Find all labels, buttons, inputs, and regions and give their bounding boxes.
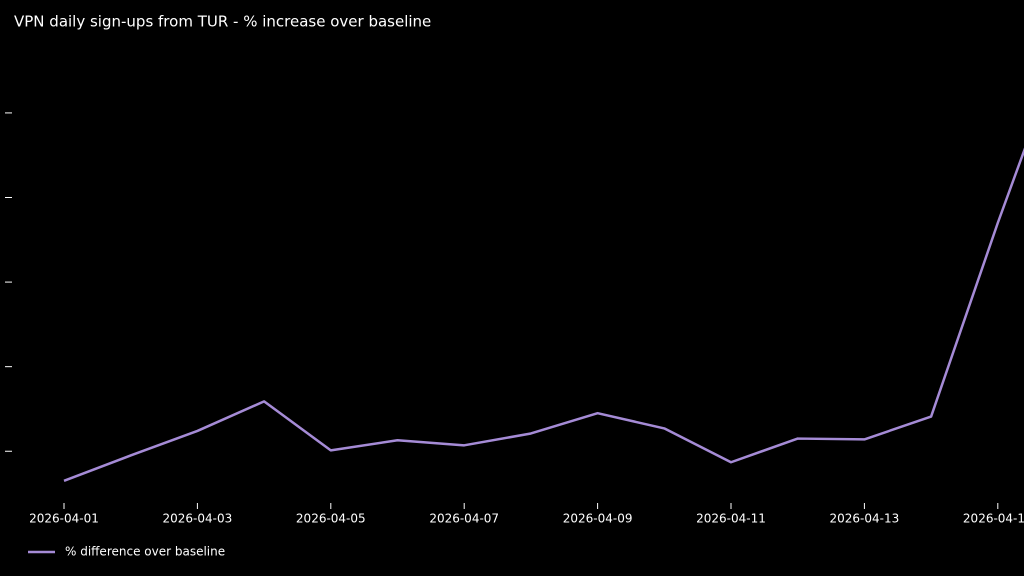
- chart-title: VPN daily sign-ups from TUR - % increase…: [14, 13, 431, 31]
- x-tick-label: 2026-04-11: [696, 512, 766, 526]
- x-tick-label: 2026-04-15: [963, 512, 1024, 526]
- x-tick-label: 2026-04-05: [296, 512, 366, 526]
- x-tick-label: 2026-04-01: [29, 512, 99, 526]
- x-tick-label: 2026-04-03: [163, 512, 233, 526]
- x-tick-label: 2026-04-07: [429, 512, 499, 526]
- x-tick-label: 2026-04-13: [830, 512, 900, 526]
- legend-label: % difference over baseline: [65, 545, 225, 559]
- x-tick-label: 2026-04-09: [563, 512, 633, 526]
- data-line: [63, 147, 1024, 483]
